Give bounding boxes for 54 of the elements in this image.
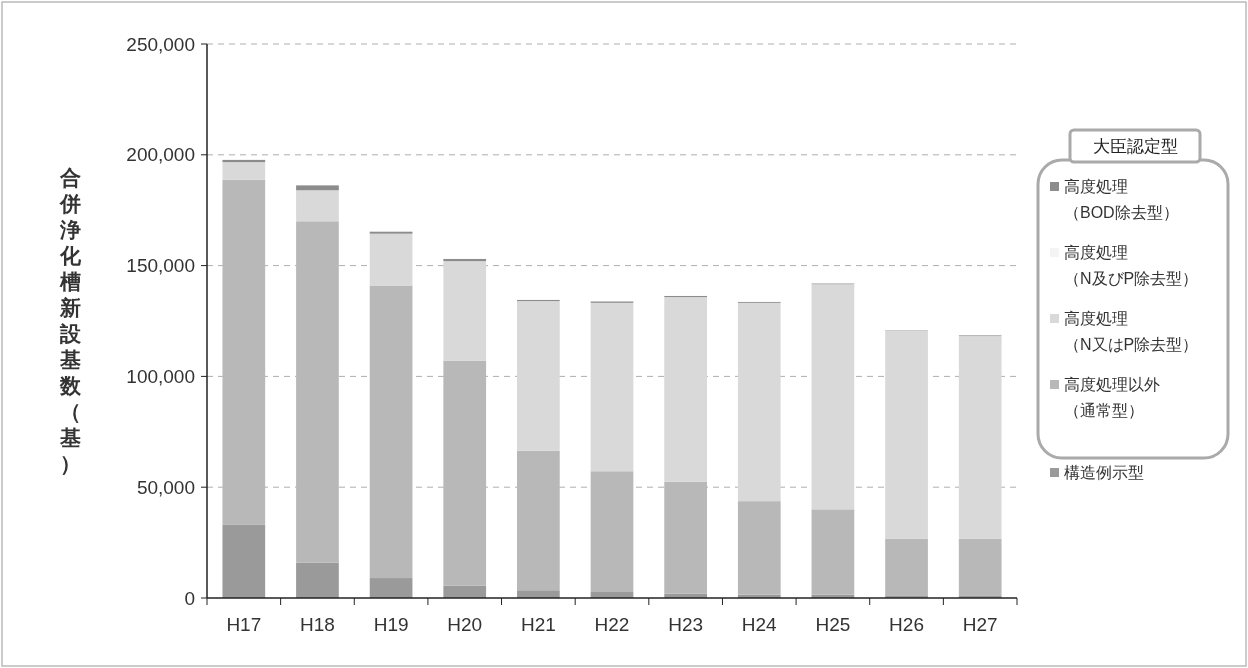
x-tick-label: H19 (373, 614, 409, 635)
bar (443, 360, 487, 586)
text: 合併浄化槽新設基数（基） (59, 166, 81, 475)
bar (443, 261, 487, 361)
legend-label: 高度処理以外（通常型） (1064, 376, 1160, 419)
x-tick-label: H17 (226, 614, 262, 635)
bar (443, 585, 487, 598)
bar (590, 471, 634, 593)
y-tick-label: 50,000 (136, 476, 195, 498)
bar (664, 297, 707, 482)
bar (885, 538, 928, 596)
bar (369, 578, 413, 598)
bar (369, 285, 413, 579)
bar (296, 221, 339, 563)
bar (737, 501, 781, 595)
bar (958, 336, 1002, 539)
bar (590, 302, 634, 472)
legend-label: 高度処理（N及びP除去型） (1064, 244, 1199, 287)
x-tick-label: H27 (962, 614, 998, 635)
x-tick-label: H21 (520, 614, 556, 635)
x-tick-label: H20 (447, 614, 483, 635)
bar (296, 190, 339, 222)
x-tick-label: H24 (741, 614, 778, 635)
legend-label: 高度処理（BOD除去型） (1064, 178, 1179, 221)
bar (737, 302, 781, 502)
x-tick-label: H25 (815, 614, 851, 635)
x-tick-label: H26 (889, 614, 924, 635)
bar (517, 450, 560, 591)
legend-title: 大臣認定型 (1092, 137, 1178, 156)
bar (296, 185, 339, 191)
bar (222, 162, 266, 180)
y-tick-label: 0 (184, 587, 195, 609)
bar (517, 301, 560, 451)
y-tick-label: 150,000 (126, 255, 195, 277)
y-tick-label: 100,000 (126, 366, 195, 388)
y-tick-label: 200,000 (126, 144, 195, 166)
legend-label: 高度処理（N又はP除去型） (1064, 310, 1199, 353)
bar (222, 159, 266, 163)
bar (222, 524, 266, 598)
bar (958, 538, 1002, 596)
bar (517, 590, 560, 598)
x-tick-label: H18 (300, 614, 335, 635)
bar (443, 258, 487, 262)
legend-label: 構造例示型 (1064, 464, 1144, 481)
bar (296, 562, 339, 598)
y-tick-label: 250,000 (126, 33, 195, 55)
bar (885, 330, 928, 539)
bar (369, 233, 413, 286)
bar (664, 481, 707, 594)
x-tick-label: H23 (668, 614, 704, 635)
bar (222, 179, 266, 525)
x-tick-label: H22 (594, 614, 630, 635)
bar (811, 509, 855, 595)
bar (811, 284, 855, 510)
